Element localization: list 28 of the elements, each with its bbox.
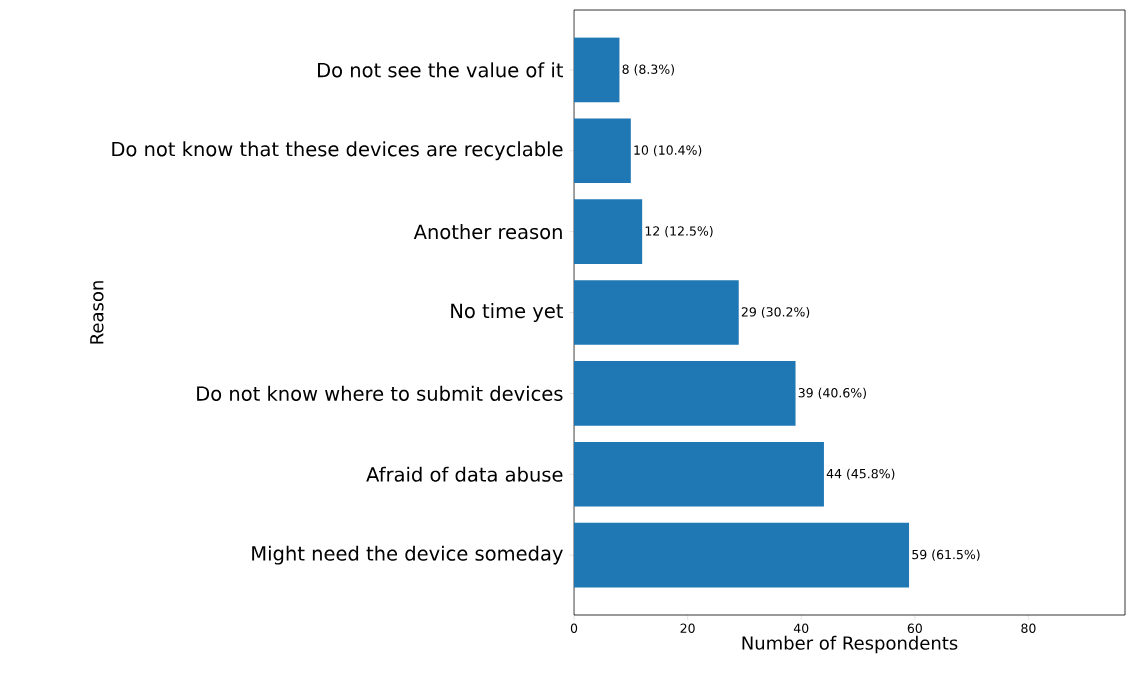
data-label: 12 (12.5%): [645, 226, 713, 238]
x-tick-label: 40: [793, 623, 809, 633]
y-tick-label: Another reason: [413, 224, 562, 240]
bar: [574, 118, 631, 184]
data-label: 29 (30.2%): [741, 306, 810, 319]
y-tick-label: Do not know where to submit devices: [197, 385, 563, 401]
bar: [574, 280, 739, 345]
x-tick-label: 0: [570, 623, 578, 633]
y-tick-label: Afraid of data abuse: [366, 466, 563, 482]
x-tick-label: 80: [1021, 623, 1036, 633]
y-tick-label: No time yet: [451, 303, 563, 322]
y-tick-label: Do not know that these devices are recyclable: [112, 141, 563, 161]
data-label: 10 (10.4%): [634, 145, 702, 157]
bar: [574, 199, 643, 264]
x-tick-label: 20: [680, 623, 695, 633]
bar: [574, 522, 910, 588]
data-label: 59 (61.5%): [912, 549, 980, 561]
x-tick-label: 60: [907, 623, 922, 633]
bar: [574, 37, 620, 103]
bar: [574, 441, 824, 507]
bar: [574, 361, 796, 426]
y-tick-label: Do not see the value of it: [318, 62, 564, 78]
x-axis-title: Number of Respondents: [742, 635, 958, 654]
data-label: 8 (8.3%): [622, 64, 674, 76]
data-label: 39 (40.6%): [798, 387, 866, 399]
data-label: 44 (45.8%): [826, 468, 895, 480]
y-axis-title: Reason: [90, 281, 104, 344]
y-tick-label: Might need the device someday: [252, 545, 563, 565]
